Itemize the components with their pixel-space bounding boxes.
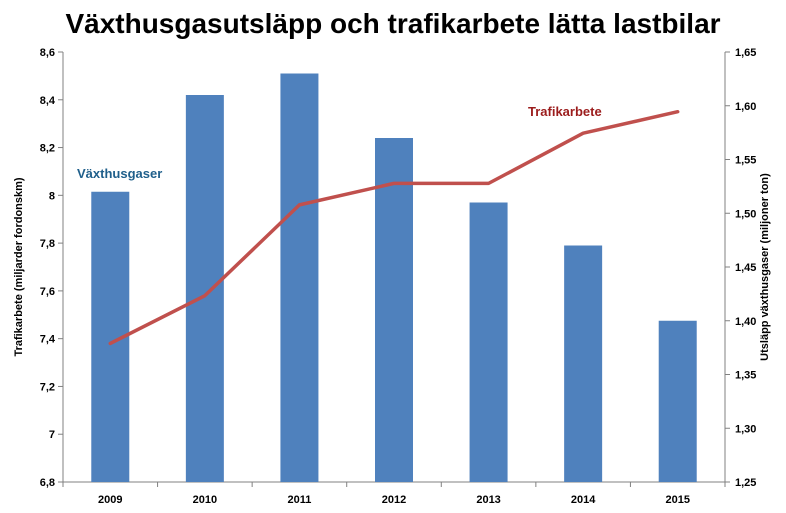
left-tick-label: 6,8 [40, 477, 55, 489]
bar [658, 320, 697, 482]
left-tick-label: 7,4 [40, 334, 56, 346]
x-tick-label: 2011 [287, 494, 311, 506]
left-tick-label: 7 [49, 429, 55, 441]
left-tick-label: 8,4 [40, 95, 56, 107]
right-tick-label: 1,45 [735, 262, 756, 274]
left-axis-title: Trafikarbete (miljarder fordonskm) [13, 177, 25, 356]
right-tick-label: 1,50 [735, 208, 756, 220]
bar [564, 245, 603, 482]
right-tick-label: 1,55 [735, 155, 756, 167]
x-tick-label: 2012 [382, 494, 406, 506]
bar [280, 73, 319, 482]
left-tick-label: 8,6 [40, 47, 55, 59]
bar [375, 138, 413, 482]
series-label-line: Trafikarbete [528, 104, 602, 119]
right-tick-label: 1,30 [735, 423, 756, 435]
chart-title: Växthusgasutsläpp och trafikarbete lätta… [65, 8, 721, 39]
x-tick-label: 2014 [571, 494, 596, 506]
right-tick-label: 1,40 [735, 316, 756, 328]
right-axis-title: Utsläpp växthusgaser (miljoner ton) [759, 173, 771, 361]
x-tick-label: 2010 [193, 494, 217, 506]
right-tick-label: 1,65 [735, 47, 756, 59]
x-tick-label: 2015 [665, 494, 689, 506]
x-tick-label: 2009 [98, 494, 122, 506]
left-tick-label: 8 [49, 190, 55, 202]
bar [469, 202, 508, 482]
right-tick-label: 1,35 [735, 370, 756, 382]
right-tick-label: 1,60 [735, 101, 756, 113]
series-label-bars: Växthusgaser [77, 166, 162, 181]
left-tick-label: 7,2 [40, 381, 55, 393]
bar [185, 95, 224, 482]
x-tick-label: 2013 [476, 494, 500, 506]
left-tick-label: 8,2 [40, 143, 55, 155]
left-tick-label: 7,8 [40, 238, 55, 250]
right-tick-label: 1,25 [735, 477, 756, 489]
left-tick-label: 7,6 [40, 286, 55, 298]
